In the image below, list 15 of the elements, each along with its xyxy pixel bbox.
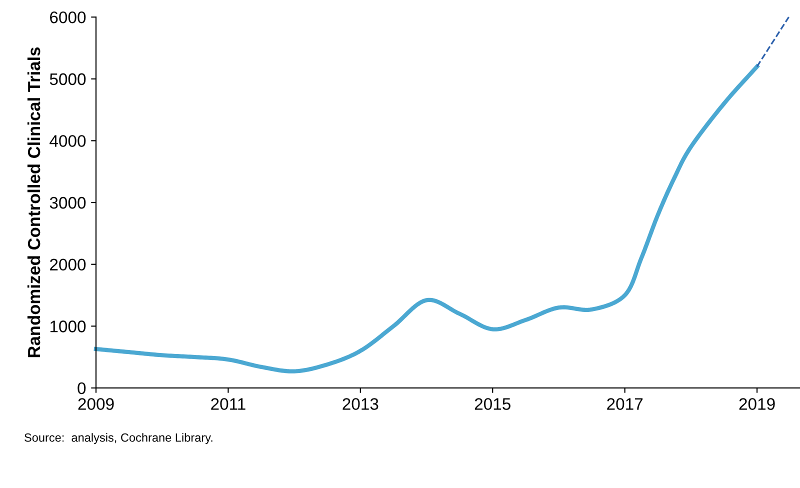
y-tick-label: 0 [78,382,86,394]
x-tick-label: 2013 [342,398,378,410]
y-tick-label: 2000 [50,258,86,271]
x-tick-label: 2015 [474,398,510,410]
y-tick-label: 4000 [50,135,86,147]
source-note: Source: analysis, Cochrane Library. [24,433,212,444]
y-tick-label: 5000 [50,73,86,86]
x-tick-label: 2019 [739,398,775,410]
x-tick-label: 2009 [78,398,114,410]
x-tick-label: 2011 [211,398,246,410]
y-tick-label: 1000 [50,320,86,332]
y-tick-label: 6000 [50,11,86,24]
y-tick-label: 3000 [50,196,86,209]
x-tick-label: 2017 [607,398,643,410]
y-axis-title: Randomized Controlled Clinical Trials [27,47,40,358]
